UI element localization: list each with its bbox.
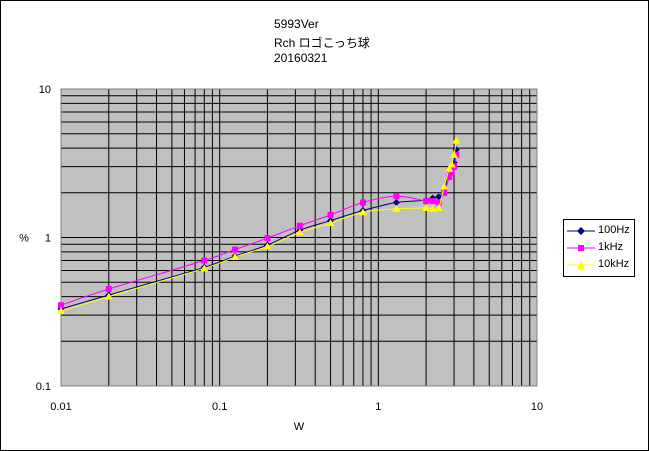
- data-point-2: [392, 204, 401, 212]
- plot-border: [60, 88, 538, 387]
- data-point-1: [441, 189, 448, 196]
- data-point-1: [359, 199, 366, 206]
- data-point-1: [201, 257, 208, 264]
- x-axis-label: W: [294, 421, 305, 433]
- legend-swatch-1khz: [567, 245, 595, 251]
- legend-label-100hz: 100Hz: [598, 224, 630, 236]
- data-point-2: [358, 208, 367, 216]
- x-tick-label: 10: [531, 401, 543, 413]
- legend-label-1khz: 1kHz: [598, 241, 624, 253]
- legend-swatch-100hz: [567, 227, 595, 235]
- data-point-2: [452, 136, 461, 144]
- data-point-2: [450, 150, 459, 158]
- data-point-1: [446, 174, 453, 181]
- x-tick-label: 0.1: [212, 401, 227, 413]
- legend-label-10khz: 10kHz: [598, 258, 630, 270]
- y-axis-label: %: [19, 233, 29, 245]
- data-point-2: [263, 242, 272, 250]
- y-tick-label: 0.1: [36, 381, 51, 393]
- data-point-2: [326, 219, 335, 227]
- data-point-0: [392, 199, 400, 207]
- chart-legend: 100Hz 1kHz 10kHz: [563, 219, 635, 277]
- data-point-2: [440, 182, 449, 190]
- data-point-2: [445, 164, 454, 172]
- y-tick-label: 10: [39, 84, 51, 96]
- data-point-1: [232, 246, 239, 253]
- data-point-1: [423, 198, 430, 205]
- data-point-1: [393, 193, 400, 200]
- data-point-2: [428, 204, 437, 212]
- data-point-1: [105, 285, 112, 292]
- data-point-2: [434, 203, 443, 211]
- data-point-1: [429, 198, 436, 205]
- data-point-2: [104, 292, 113, 300]
- data-point-1: [264, 235, 271, 242]
- legend-swatch-10khz: [567, 261, 595, 269]
- chart-title-line-1: 5993Ver: [274, 17, 319, 31]
- data-point-1: [296, 222, 303, 229]
- data-point-2: [231, 252, 240, 260]
- y-tick-label: 1: [45, 233, 51, 245]
- chart-title-line-3: 20160321: [274, 51, 328, 65]
- x-tick-label: 0.01: [50, 401, 71, 413]
- data-point-1: [435, 199, 442, 206]
- data-point-2: [295, 228, 304, 236]
- data-point-1: [58, 302, 64, 309]
- data-point-0: [435, 193, 443, 201]
- data-point-1: [448, 169, 455, 176]
- data-point-2: [422, 203, 431, 211]
- legend-item-10khz: 10kHz: [564, 257, 634, 273]
- data-point-2: [200, 264, 209, 272]
- data-point-2: [57, 306, 65, 314]
- legend-item-100hz: 100Hz: [564, 223, 634, 239]
- data-point-2: [447, 160, 456, 168]
- data-point-0: [452, 146, 460, 154]
- legend-item-1khz: 1kHz: [564, 240, 634, 256]
- x-tick-label: 1: [375, 401, 381, 413]
- data-point-1: [327, 211, 334, 218]
- chart-title-line-2: Rch ロゴこっち球: [274, 36, 370, 50]
